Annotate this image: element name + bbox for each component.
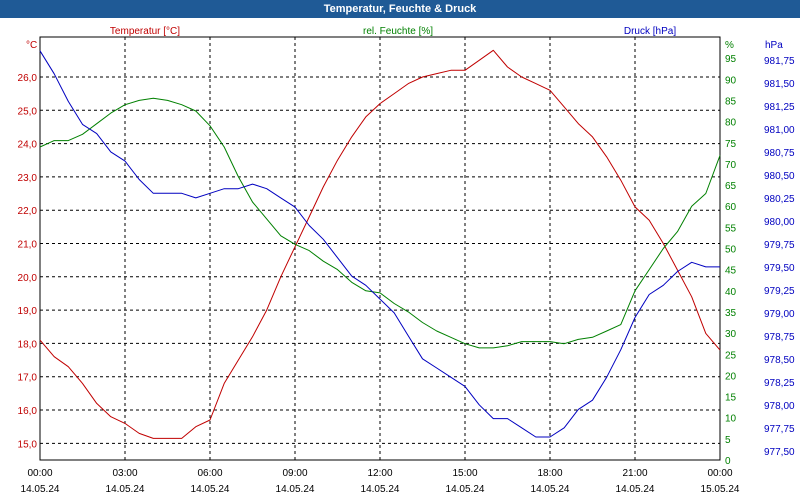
humidity-tick-label: 20 [725,371,737,382]
humidity-tick-label: 30 [725,329,737,340]
grid [40,37,720,460]
series-lines [39,49,721,439]
x-tick-date: 14.05.24 [446,484,485,495]
humidity-line [39,97,721,349]
temperature-tick-label: 24,0 [18,140,38,151]
x-tick-date: 15.05.24 [701,484,740,495]
humidity-tick-label: 15 [725,393,737,404]
x-tick-date: 14.05.24 [361,484,400,495]
x-tick-time: 03:00 [112,468,137,479]
pressure-tick-label: 980,25 [764,194,795,205]
x-tick-time: 12:00 [367,468,392,479]
pressure-tick-label: 981,75 [764,56,795,67]
tick-labels: 00:00 14.05.24 03:00 14.05.24 06:00 14.05.24 0… [18,40,795,495]
pressure-tick-label: 979,75 [764,240,795,251]
temperature-tick-label: 22,0 [18,206,38,217]
pressure-tick-label: 978,75 [764,332,795,343]
humidity-tick-label: 25 [725,350,737,361]
humidity-tick-label: 35 [725,308,737,319]
temperature-line [39,49,721,439]
pressure-tick-label: 979,00 [764,309,795,320]
pressure-tick-label: 981,00 [764,125,795,136]
humidity-tick-label: 75 [725,139,737,150]
x-tick-time: 21:00 [622,468,647,479]
pressure-tick-label: 979,25 [764,286,795,297]
pressure-tick-label: 978,50 [764,355,795,366]
pressure-tick-label: 978,25 [764,378,795,389]
pressure-tick-label: 980,50 [764,171,795,182]
x-tick-time: 15:00 [452,468,477,479]
chart-title: Temperatur, Feuchte & Druck [0,0,800,18]
x-tick-time: 06:00 [197,468,222,479]
pressure-tick-label: 978,00 [764,401,795,412]
x-tick-time: 18:00 [537,468,562,479]
humidity-tick-label: 55 [725,223,737,234]
temperature-axis-label: Temperatur [°C] [110,26,180,37]
x-tick-date: 14.05.24 [276,484,315,495]
x-tick-date: 14.05.24 [531,484,570,495]
pressure-tick-label: 977,50 [764,447,795,458]
temperature-tick-label: 25,0 [18,106,38,117]
temperature-tick-label: 18,0 [18,339,38,350]
temperature-tick-label: 17,0 [18,373,38,384]
pressure-tick-label: 979,50 [764,263,795,274]
pressure-line [39,50,720,438]
x-tick-date: 14.05.24 [616,484,655,495]
humidity-tick-label: 10 [725,414,737,425]
temperature-tick-label: 21,0 [18,240,38,251]
x-tick-date: 14.05.24 [21,484,60,495]
temperature-tick-label: 16,0 [18,406,38,417]
pressure-tick-label: 981,25 [764,102,795,113]
pressure-tick-label: 977,75 [764,424,795,435]
humidity-tick-label: 5 [725,435,731,446]
pressure-tick-label: 981,50 [764,79,795,90]
humidity-tick-label: 60 [725,202,737,213]
temperature-tick-label: 20,0 [18,273,38,284]
x-tick-date: 14.05.24 [106,484,145,495]
humidity-tick-label: 90 [725,75,737,86]
temperature-unit-label: °C [26,40,37,51]
pressure-tick-label: 980,75 [764,148,795,159]
humidity-tick-label: 50 [725,245,737,256]
temperature-tick-label: 15,0 [18,439,38,450]
x-tick-date: 14.05.24 [191,484,230,495]
temperature-tick-label: 23,0 [18,173,38,184]
humidity-tick-label: 45 [725,266,737,277]
temperature-tick-label: 26,0 [18,73,38,84]
temperature-tick-label: 19,0 [18,306,38,317]
pressure-tick-label: 980,00 [764,217,795,228]
x-tick-time: 00:00 [707,468,732,479]
humidity-tick-label: 80 [725,118,737,129]
humidity-tick-label: 85 [725,96,737,107]
x-tick-time: 09:00 [282,468,307,479]
humidity-tick-label: % [725,40,734,51]
pressure-axis-label: Druck [hPa] [624,26,676,37]
pressure-unit-label: hPa [765,40,783,51]
humidity-axis-label: rel. Feuchte [%] [363,26,433,37]
humidity-tick-label: 70 [725,160,737,171]
humidity-tick-label: 65 [725,181,737,192]
humidity-tick-label: 40 [725,287,737,298]
humidity-tick-label: 95 [725,54,737,65]
x-tick-time: 00:00 [27,468,52,479]
humidity-tick-label: 0 [725,456,731,467]
